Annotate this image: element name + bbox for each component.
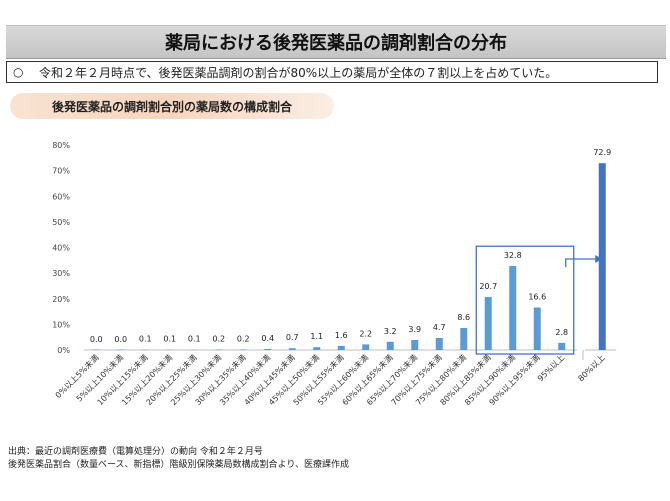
- data-label: 16.6: [528, 292, 546, 301]
- data-label: 0.0: [114, 335, 127, 344]
- y-tick-label: 80%: [52, 141, 70, 150]
- bar: [411, 340, 419, 350]
- data-label: 72.9: [593, 148, 611, 157]
- bar: [92, 349, 100, 350]
- y-tick-label: 0%: [57, 346, 70, 355]
- y-tick-label: 40%: [52, 244, 70, 253]
- bar: [558, 342, 566, 350]
- x-tick-label: 95%以上: [536, 353, 566, 383]
- bar: [509, 265, 517, 350]
- summary-box: ○ 令和２年２月時点で、後発医薬品調剤の割合が80%以上の薬局が全体の７割以上を…: [6, 61, 658, 83]
- data-label: 1.1: [310, 332, 323, 341]
- chart-title: 後発医薬品の調剤割合別の薬局数の構成割合: [10, 93, 334, 119]
- y-tick-label: 10%: [52, 320, 70, 329]
- source-note: 出典：最近の調剤医療費（電算処理分）の動向 令和２年２月号 後発医薬品割合（数量…: [8, 446, 349, 472]
- data-label: 0.0: [90, 335, 103, 344]
- data-label: 0.7: [286, 333, 299, 342]
- data-label: 4.7: [433, 323, 446, 332]
- data-label: 3.9: [408, 325, 421, 334]
- arrow-line: [565, 258, 597, 268]
- y-tick-label: 70%: [52, 167, 70, 176]
- data-label: 0.4: [261, 334, 274, 343]
- summary-text: 令和２年２月時点で、後発医薬品調剤の割合が80%以上の薬局が全体の７割以上を占め…: [39, 65, 558, 80]
- y-tick-label: 50%: [52, 218, 70, 227]
- data-label: 8.6: [457, 313, 470, 322]
- bar: [117, 349, 125, 350]
- bar: [435, 337, 443, 350]
- bar: [264, 348, 272, 350]
- data-label: 1.6: [335, 331, 348, 340]
- x-tick-label: 80%以上: [576, 353, 606, 383]
- bar: [484, 296, 492, 350]
- data-label: 20.7: [479, 282, 497, 291]
- bar: [362, 344, 370, 350]
- data-label: 0.2: [237, 334, 250, 343]
- bar: [239, 349, 247, 350]
- y-tick-label: 30%: [52, 269, 70, 278]
- data-label: 3.2: [384, 327, 397, 336]
- data-label: 0.1: [163, 335, 176, 344]
- x-tick-label: 0%以上5%未満: [53, 352, 101, 400]
- page-title-text: 薬局における後発医薬品の調剤割合の分布: [165, 33, 507, 54]
- bar-chart: 0% 10% 20% 30% 40% 50% 60% 70% 80% 0.0 0%以上5%未満 0.0…: [52, 141, 617, 407]
- source-line-1: 出典：最近の調剤医療費（電算処理分）の動向 令和２年２月号: [8, 447, 263, 457]
- source-line-2: 後発医薬品割合（数量ベース、新指標）階級別保険薬局数構成割合より、医療課作成: [8, 460, 350, 470]
- data-label: 2.2: [359, 329, 372, 338]
- data-label: 0.2: [212, 334, 225, 343]
- arrow-head: [595, 255, 603, 264]
- bar: [215, 349, 223, 350]
- page-title: 薬局における後発医薬品の調剤割合の分布: [6, 25, 666, 59]
- y-tick-label: 60%: [52, 192, 70, 201]
- summary-bullet: ○: [13, 65, 24, 79]
- bar: [386, 341, 394, 350]
- data-label: 32.8: [504, 251, 522, 260]
- bar: [313, 347, 321, 350]
- data-label: 0.1: [188, 335, 201, 344]
- highlight-box: [475, 245, 575, 355]
- bar: [533, 307, 541, 350]
- bar: [598, 163, 606, 350]
- bar: [460, 327, 468, 350]
- data-label: 2.8: [555, 328, 568, 337]
- y-tick-label: 20%: [52, 295, 70, 304]
- chart-title-text: 後発医薬品の調剤割合別の薬局数の構成割合: [51, 99, 292, 114]
- data-label: 0.1: [139, 335, 152, 344]
- bar: [337, 345, 345, 350]
- bar: [288, 348, 296, 350]
